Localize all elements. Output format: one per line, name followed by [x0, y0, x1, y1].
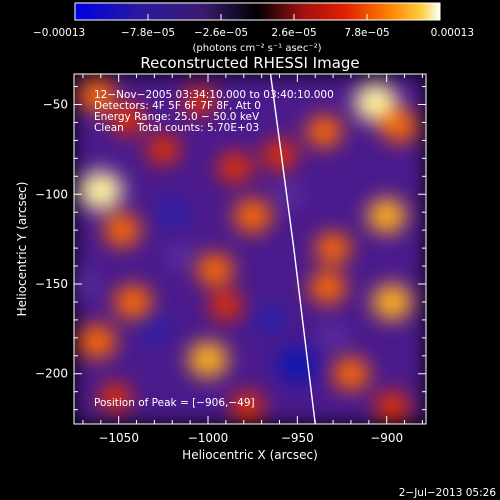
heatmap-blob — [146, 134, 180, 165]
colorbar-tick-label: 0.00013 — [431, 27, 474, 39]
y-axis-label: Heliocentric Y (arcsec) — [15, 182, 29, 317]
colorbar-gradient — [74, 2, 441, 21]
y-tick-label: −200 — [35, 367, 68, 381]
x-tick-label: −950 — [281, 431, 314, 445]
heatmap-blob — [187, 341, 229, 378]
plot-area — [73, 73, 427, 425]
heatmap-image — [74, 74, 426, 424]
heatmap-blob — [233, 198, 272, 233]
colorbar-tick-label: −7.8e−05 — [121, 27, 175, 39]
x-tick-label: −900 — [370, 431, 403, 445]
heatmap-blob — [78, 324, 117, 359]
annotation-line-1: 12−Nov−2005 03:34:10.000 to 03:40:10.000 — [94, 89, 334, 101]
annotation-line-3: Energy Range: 25.0 − 50.0 keV — [94, 111, 260, 123]
heatmap-blob — [183, 86, 216, 116]
heatmap-blob — [156, 197, 189, 227]
heatmap-blob — [217, 151, 253, 183]
colorbar-unit-label: (photons cm⁻² s⁻¹ asec⁻²) — [192, 43, 321, 54]
heatmap-blob — [103, 213, 141, 247]
x-axis-ticks: −1050 −1000 −950 −900 — [82, 74, 423, 445]
heatmap-blob — [315, 232, 351, 265]
colorbar-tick-label: 7.8e−05 — [344, 27, 389, 39]
plot-frame — [73, 73, 427, 425]
y-tick-label: −100 — [35, 187, 68, 201]
y-tick-label: −50 — [43, 98, 68, 112]
peak-position-label: Position of Peak = [−906,−49] — [94, 397, 255, 409]
annotation-block: 12−Nov−2005 03:34:10.000 to 03:40:10.000… — [94, 89, 334, 134]
heatmap-blob — [167, 244, 196, 270]
footer-timestamp: 2−Jul−2013 05:26 — [399, 487, 497, 499]
heatmap-blob — [276, 346, 319, 384]
heatmap-blob — [209, 290, 243, 321]
y-axis-ticks: −50 −100 −150 −200 — [35, 86, 426, 411]
heatmap-blob — [367, 198, 407, 234]
chart-title: Reconstructed RHESSI Image — [140, 54, 359, 72]
heatmap-blob — [318, 324, 348, 352]
heatmap-blob — [262, 139, 297, 171]
heatmap-blob — [380, 109, 418, 143]
x-axis-label: Heliocentric X (arcsec) — [182, 448, 318, 462]
heatmap-blob — [196, 253, 234, 287]
annotation-line-2: Detectors: 4F 5F 6F 7F 8F, Att 0 — [94, 100, 261, 112]
y-tick-label: −150 — [35, 277, 68, 291]
colorbar-tick-label: −2.6e−05 — [194, 27, 248, 39]
heatmap-blob — [306, 115, 342, 148]
annotation-line-4: Clean Total counts: 5.70E+03 — [94, 122, 259, 134]
heatmap-blob — [273, 180, 304, 208]
colorbar-tick-label: −0.00013 — [33, 27, 85, 39]
heatmap-blob — [78, 170, 123, 211]
solar-limb-line — [269, 74, 316, 424]
heatmap-blob — [353, 82, 398, 123]
heatmap-blob — [374, 390, 410, 422]
heatmap-blob — [254, 305, 287, 335]
heatmap-blob — [99, 382, 132, 412]
heatmap-blob — [113, 284, 152, 320]
heatmap-blob — [138, 314, 171, 344]
heatmap-blob — [309, 271, 347, 305]
heatmap-blob — [371, 283, 413, 321]
heatmap-blob — [74, 271, 98, 297]
heatmap-blob — [78, 78, 116, 113]
heatmap-blob — [230, 391, 264, 421]
x-tick-label: −1000 — [188, 431, 229, 445]
heatmap-blob — [110, 103, 145, 135]
heatmap-blob — [332, 357, 370, 391]
colorbar-tick-label: 2.6e−05 — [271, 27, 316, 39]
x-tick-label: −1050 — [98, 431, 139, 445]
colorbar: −0.00013 −7.8e−05 −2.6e−05 2.6e−05 7.8e−05 0.… — [33, 2, 474, 54]
